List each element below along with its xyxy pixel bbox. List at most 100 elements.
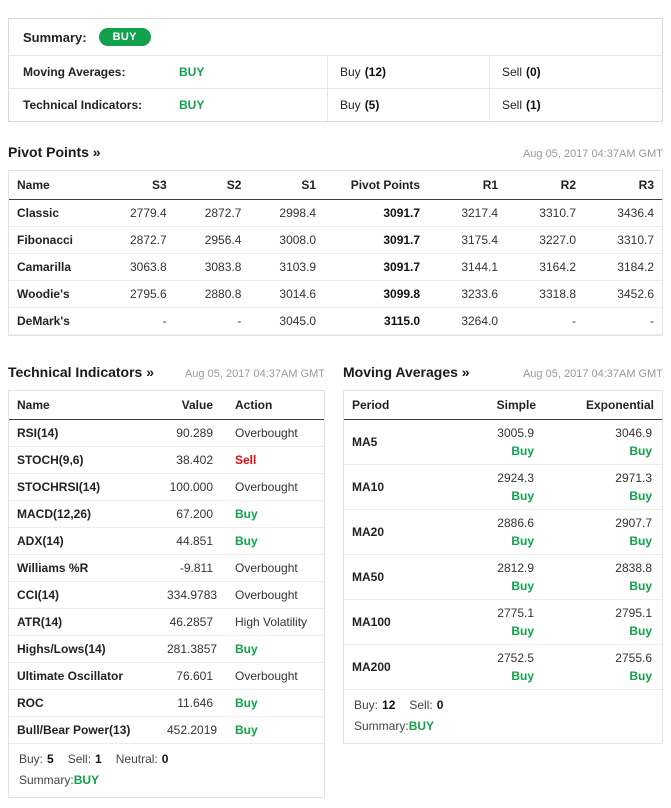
sell-count: (0) [526, 65, 541, 79]
pivot-value: - [99, 307, 175, 335]
pivot-row-name: DeMark's [9, 307, 100, 335]
ma-period: MA50 [344, 554, 426, 600]
ma-exponential-cell: 2907.7 Buy [544, 509, 662, 555]
indicator-name: Williams %R [9, 554, 159, 582]
ma-exponential-value: 2907.7 [615, 516, 652, 530]
ma-simple-value: 2886.6 [497, 516, 534, 530]
pivot-col-s2: S2 [174, 171, 250, 200]
sell-count: (1) [526, 98, 541, 112]
pivot-value: 2795.6 [99, 280, 175, 308]
indicator-value: 38.402 [159, 446, 221, 474]
ma-footer: Buy: 12 Sell: 0 Summary:BUY [344, 690, 662, 743]
moving-averages-title: Moving Averages [343, 364, 458, 380]
pivot-value: 3184.2 [584, 253, 662, 281]
indicators-table-body: RSI(14) 90.289 Overbought STOCH(9,6) 38.402 S… [9, 419, 324, 744]
ma-period: MA10 [344, 464, 426, 510]
ma-simple-cell: 2752.5 Buy [426, 644, 544, 690]
pivot-col-r1: R1 [428, 171, 507, 200]
sell-count: 0 [436, 698, 444, 712]
pivot-row-name: Classic [9, 199, 100, 227]
moving-averages-link[interactable]: Moving Averages » [343, 364, 470, 380]
pivot-row-name: Woodie's [9, 280, 100, 308]
ma-exponential-value: 2755.6 [615, 651, 652, 665]
pivot-col-name: Name [9, 171, 100, 200]
summary-title: Summary: [23, 29, 87, 45]
indicator-value: 334.9783 [159, 581, 221, 609]
chevron-right-icon: » [461, 364, 470, 380]
moving-averages-buy-count: Buy (12) [327, 56, 489, 88]
indicator-value: 67.200 [159, 500, 221, 528]
indicator-action: Overbought [221, 554, 324, 582]
pivot-value: 2872.7 [174, 199, 250, 227]
ma-row: MA100 2775.1 Buy 2795.1 Buy [344, 599, 662, 645]
pivot-value: 2872.7 [99, 226, 175, 254]
buy-count-pair: Buy: 5 [19, 752, 54, 766]
technical-indicators-label: Technical Indicators: [23, 98, 143, 112]
ma-period: MA20 [344, 509, 426, 555]
ma-period: MA100 [344, 599, 426, 645]
ma-summary: Summary:BUY [354, 719, 652, 733]
indicator-action: Sell [221, 446, 324, 474]
ma-simple-value: 2812.9 [497, 561, 534, 575]
ma-period: MA5 [344, 419, 426, 465]
pivot-points-header: Pivot Points » Aug 05, 2017 04:37AM GMT [8, 144, 663, 160]
pivot-value: 3452.6 [584, 280, 662, 308]
ma-simple-action: Buy [511, 579, 534, 593]
indicator-action: High Volatility [221, 608, 324, 636]
ma-row: MA50 2812.9 Buy 2838.8 Buy [344, 554, 662, 600]
indicators-summary: Summary:BUY [19, 773, 314, 787]
ma-simple-cell: 2886.6 Buy [426, 509, 544, 555]
moving-averages-table: Period Simple Exponential MA5 3005.9 Buy 30… [344, 391, 662, 690]
indicator-name: Bull/Bear Power(13) [9, 716, 159, 744]
ma-exponential-action: Buy [629, 579, 652, 593]
indicator-value: 46.2857 [159, 608, 221, 636]
indicator-name: MACD(12,26) [9, 500, 159, 528]
moving-averages-table-box: Period Simple Exponential MA5 3005.9 Buy 30… [343, 390, 663, 744]
ma-simple-cell: 2812.9 Buy [426, 554, 544, 600]
ma-simple-value: 2924.3 [497, 471, 534, 485]
indicator-row: ATR(14) 46.2857 High Volatility [9, 608, 324, 636]
technical-indicators-link[interactable]: Technical Indicators » [8, 364, 154, 380]
indicator-row: STOCHRSI(14) 100.000 Overbought [9, 473, 324, 501]
indicator-name: STOCHRSI(14) [9, 473, 159, 501]
ma-col-period: Period [344, 391, 426, 420]
indicator-name: Highs/Lows(14) [9, 635, 159, 663]
ma-row: MA10 2924.3 Buy 2971.3 Buy [344, 464, 662, 510]
technical-indicators-signal: BUY [179, 98, 205, 112]
pivot-row: Classic 2779.4 2872.7 2998.4 3091.7 3217.4 331… [9, 199, 662, 227]
pivot-points-timestamp: Aug 05, 2017 04:37AM GMT [522, 148, 663, 160]
ma-exponential-cell: 2795.1 Buy [544, 599, 662, 645]
pivot-value: 3014.6 [249, 280, 325, 308]
indicator-value: 281.3857 [159, 635, 221, 663]
pivot-points-table: Name S3 S2 S1 Pivot Points R1 R2 R3 Clas… [9, 171, 662, 335]
sell-count-pair: Sell: 1 [68, 752, 102, 766]
indicator-row: RSI(14) 90.289 Overbought [9, 419, 324, 447]
technical-indicators-table-box: Name Value Action RSI(14) 90.289 Overbough… [8, 390, 325, 798]
pivot-value: 2998.4 [249, 199, 325, 227]
pivot-value: 3436.4 [584, 199, 662, 227]
indicators-col-action: Action [221, 391, 324, 420]
summary-label: Summary: [354, 719, 409, 733]
buy-label: Buy: [19, 752, 44, 766]
technical-indicators-table: Name Value Action RSI(14) 90.289 Overbough… [9, 391, 324, 744]
buy-text: Buy [340, 65, 361, 79]
buy-count: 12 [382, 698, 396, 712]
pivot-value: 3217.4 [428, 199, 507, 227]
indicator-row: ROC 11.646 Buy [9, 689, 324, 717]
pivot-points-link[interactable]: Pivot Points » [8, 144, 101, 160]
pivot-value: - [174, 307, 250, 335]
pivot-points-title: Pivot Points [8, 144, 89, 160]
ma-simple-action: Buy [511, 534, 534, 548]
ma-exponential-cell: 3046.9 Buy [544, 419, 662, 465]
ma-exponential-action: Buy [629, 489, 652, 503]
ma-simple-value: 2752.5 [497, 651, 534, 665]
ma-simple-cell: 2775.1 Buy [426, 599, 544, 645]
ma-exponential-cell: 2838.8 Buy [544, 554, 662, 600]
ma-exponential-action: Buy [629, 669, 652, 683]
moving-averages-timestamp: Aug 05, 2017 04:37AM GMT [522, 368, 663, 380]
chevron-right-icon: » [92, 144, 101, 160]
pivot-value: 3099.8 [324, 280, 429, 308]
pivot-value: 3063.8 [99, 253, 175, 281]
pivot-value: 2956.4 [174, 226, 250, 254]
